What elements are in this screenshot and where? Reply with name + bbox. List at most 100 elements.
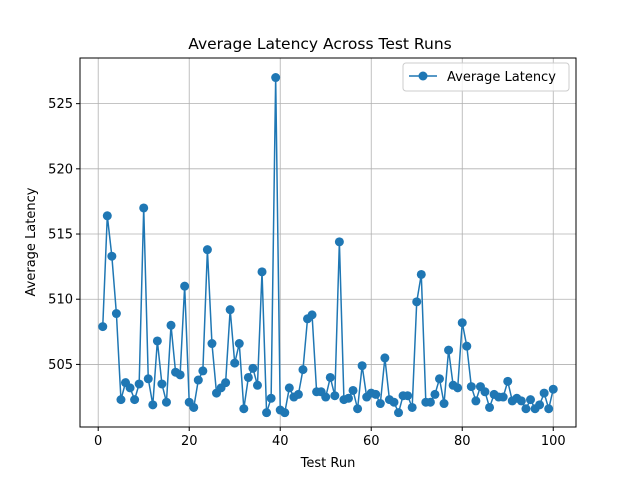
series-layer bbox=[98, 73, 558, 418]
x-tick-label: 20 bbox=[181, 434, 198, 449]
data-point bbox=[330, 391, 340, 401]
data-point bbox=[134, 379, 144, 389]
data-point bbox=[243, 372, 253, 382]
data-point bbox=[343, 393, 353, 403]
data-point bbox=[248, 363, 258, 373]
data-point bbox=[266, 393, 276, 403]
plot-frame bbox=[79, 57, 577, 428]
data-point bbox=[321, 392, 331, 402]
data-point bbox=[471, 396, 481, 406]
data-point bbox=[416, 269, 426, 279]
data-point bbox=[102, 211, 112, 221]
data-point bbox=[207, 339, 217, 349]
data-point bbox=[375, 399, 385, 409]
y-tick-label: 510 bbox=[48, 293, 73, 308]
data-point bbox=[526, 395, 535, 405]
data-point bbox=[280, 408, 290, 418]
data-point bbox=[130, 395, 140, 405]
data-point bbox=[353, 404, 363, 414]
data-point bbox=[389, 397, 399, 407]
data-point bbox=[293, 389, 303, 399]
data-point bbox=[234, 339, 244, 349]
data-point bbox=[98, 322, 108, 332]
data-point bbox=[444, 345, 454, 355]
data-point bbox=[539, 388, 549, 398]
data-point bbox=[271, 73, 281, 83]
data-point bbox=[348, 385, 358, 395]
data-point bbox=[357, 361, 367, 371]
legend-label: Average Latency bbox=[447, 70, 556, 85]
legend: Average Latency bbox=[402, 62, 570, 92]
data-point bbox=[252, 380, 262, 390]
data-point bbox=[225, 305, 235, 315]
data-point bbox=[202, 245, 212, 255]
data-point bbox=[257, 267, 267, 277]
data-point bbox=[371, 389, 381, 399]
chart-title: Average Latency Across Test Runs bbox=[188, 35, 451, 53]
data-point bbox=[380, 353, 390, 363]
data-point bbox=[434, 374, 444, 384]
data-point bbox=[498, 392, 508, 402]
data-point bbox=[116, 395, 126, 405]
data-point bbox=[157, 379, 167, 389]
data-point bbox=[143, 374, 153, 384]
data-point bbox=[125, 383, 135, 393]
x-axis-label: Test Run bbox=[300, 456, 356, 471]
data-point bbox=[161, 397, 171, 407]
data-point bbox=[480, 387, 490, 397]
x-tick-label: 40 bbox=[272, 434, 289, 449]
data-point bbox=[425, 397, 435, 407]
y-tick-label: 525 bbox=[48, 97, 73, 112]
data-point bbox=[148, 400, 158, 410]
data-point bbox=[139, 203, 149, 213]
data-point bbox=[107, 251, 117, 261]
y-axis-label: Average Latency bbox=[24, 187, 39, 296]
data-point bbox=[535, 400, 545, 410]
data-point bbox=[284, 383, 294, 393]
x-tick-label: 60 bbox=[363, 434, 380, 449]
legend-box bbox=[402, 62, 570, 92]
data-point bbox=[307, 310, 317, 320]
data-point bbox=[548, 384, 558, 394]
data-point bbox=[407, 402, 417, 412]
x-tick-label: 0 bbox=[94, 434, 102, 449]
data-point bbox=[221, 378, 231, 388]
y-tick-label: 505 bbox=[48, 358, 73, 373]
data-point bbox=[298, 365, 308, 375]
data-point bbox=[239, 404, 249, 414]
data-point bbox=[152, 336, 162, 346]
data-point bbox=[230, 358, 240, 368]
y-tick-label: 520 bbox=[48, 162, 73, 177]
data-point bbox=[189, 402, 199, 412]
data-point bbox=[462, 341, 472, 351]
data-point bbox=[503, 376, 513, 386]
y-tick-label: 515 bbox=[48, 228, 73, 243]
data-point bbox=[485, 402, 495, 412]
data-point bbox=[457, 318, 467, 328]
data-point bbox=[334, 237, 344, 247]
data-point bbox=[111, 309, 121, 319]
data-point bbox=[198, 366, 208, 376]
data-point bbox=[412, 297, 422, 307]
x-tick-label: 80 bbox=[454, 434, 471, 449]
x-tick-label: 100 bbox=[541, 434, 566, 449]
data-point bbox=[466, 382, 476, 392]
data-point bbox=[180, 281, 190, 291]
data-point bbox=[403, 391, 413, 401]
data-point bbox=[325, 372, 335, 382]
data-point bbox=[516, 396, 526, 406]
data-point bbox=[453, 383, 463, 393]
data-point bbox=[175, 370, 185, 380]
data-point bbox=[544, 404, 554, 414]
legend-marker bbox=[418, 71, 428, 81]
data-point bbox=[166, 320, 176, 330]
data-point bbox=[430, 389, 440, 399]
grid bbox=[80, 58, 576, 427]
x-axis: 0 20 40 60 80 100 bbox=[94, 427, 566, 449]
y-axis: 505 510 515 520 525 bbox=[48, 97, 80, 373]
data-point bbox=[439, 399, 449, 409]
data-point bbox=[394, 408, 404, 418]
data-point bbox=[521, 404, 531, 414]
data-point bbox=[262, 408, 272, 418]
